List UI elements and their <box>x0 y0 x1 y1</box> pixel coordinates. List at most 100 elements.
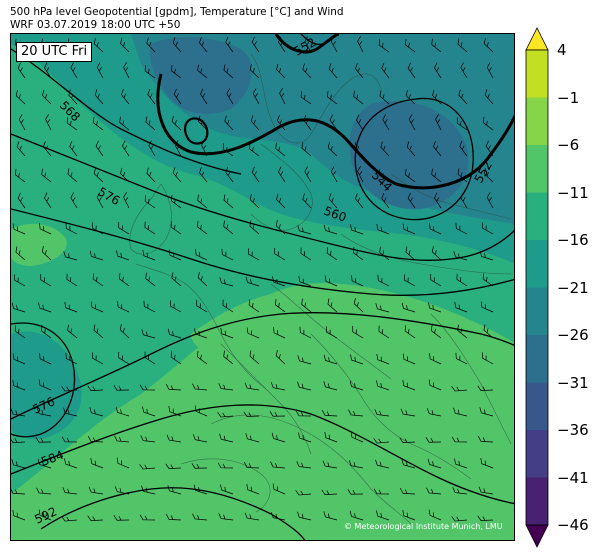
wind-barb <box>297 355 312 365</box>
wind-barb <box>194 328 208 339</box>
wind-barb <box>403 274 416 287</box>
wind-barb <box>355 193 364 209</box>
wind-barb <box>354 141 364 157</box>
wind-barb <box>88 486 104 495</box>
wind-barb <box>118 351 130 365</box>
colorbar-tick-label: −11 <box>557 183 589 202</box>
wind-barb <box>457 324 468 339</box>
wind-barb <box>275 350 286 365</box>
wind-barb <box>426 408 442 417</box>
wind-barb <box>143 300 156 313</box>
colorbar-segment <box>526 477 548 525</box>
wind-barb <box>41 168 52 183</box>
wind-barb <box>301 142 312 157</box>
wind-barb <box>295 410 312 417</box>
wind-barb <box>87 515 104 521</box>
wind-barb <box>323 354 338 365</box>
wind-barb <box>195 249 208 261</box>
wind-barb <box>270 461 286 469</box>
wind-barb <box>322 460 338 469</box>
wind-barb <box>376 510 390 521</box>
colorbar-segment <box>526 287 548 335</box>
wind-barb <box>375 459 390 469</box>
wind-barb <box>249 194 260 209</box>
wind-barb <box>168 249 182 261</box>
wind-barb <box>192 434 208 443</box>
colorbar-tick-label: −26 <box>557 326 589 344</box>
wind-barb <box>324 431 338 443</box>
wind-barb <box>481 352 494 365</box>
colorbar-tick-label: −36 <box>557 421 589 439</box>
wind-barb <box>480 457 494 469</box>
wind-barb <box>352 325 364 339</box>
wind-barb <box>142 249 156 261</box>
wind-barb <box>402 223 416 235</box>
wind-barb <box>139 464 156 470</box>
wind-barb <box>91 352 104 365</box>
wind-barb <box>148 140 156 157</box>
wind-barb <box>452 487 468 495</box>
wind-barb <box>478 486 494 495</box>
wind-barb <box>429 353 442 365</box>
wind-barb <box>15 246 26 261</box>
wind-barb <box>39 223 52 235</box>
wind-barb <box>41 324 52 339</box>
wind-barb <box>405 38 416 53</box>
wind-barb <box>248 299 260 313</box>
wind-barb <box>328 63 338 79</box>
wind-barb <box>483 324 494 339</box>
wind-barb <box>11 437 26 443</box>
wind-barb <box>165 514 182 521</box>
wind-barb <box>119 272 130 287</box>
wind-barb <box>144 65 156 79</box>
wind-barb <box>350 224 364 235</box>
wind-barb <box>13 274 26 287</box>
wind-barb <box>193 484 208 495</box>
wind-barb <box>61 386 78 392</box>
wind-barb <box>11 459 26 469</box>
wind-barb <box>453 251 468 261</box>
temp-field-warm-south <box>11 283 514 540</box>
wind-barb <box>165 384 182 391</box>
wind-barb <box>194 405 208 417</box>
colorbar-segment <box>526 50 548 98</box>
wind-barb <box>353 90 364 105</box>
wind-barb <box>225 166 234 183</box>
wind-barb <box>122 140 130 157</box>
wind-barb <box>302 193 312 209</box>
wind-barb <box>297 511 312 521</box>
wind-barb <box>431 324 442 339</box>
wind-barb <box>323 511 338 521</box>
wind-barb <box>249 64 260 79</box>
wind-barb <box>486 192 494 209</box>
wind-barb <box>43 141 52 157</box>
wind-barb <box>477 515 494 521</box>
wind-barb <box>167 328 182 339</box>
wind-barb <box>455 352 468 365</box>
wind-barb <box>171 194 182 209</box>
wind-barb <box>298 275 312 287</box>
model-run-info: WRF 03.07.2019 18:00 UTC +50 <box>10 19 181 31</box>
wind-barb <box>14 325 26 339</box>
wind-barb <box>252 88 260 105</box>
wind-barb <box>272 276 286 287</box>
wind-barb <box>223 350 234 365</box>
wind-barb <box>329 114 338 131</box>
wind-barb <box>91 222 104 235</box>
wind-barb <box>297 381 312 391</box>
wind-barb <box>170 221 182 235</box>
wind-barb <box>451 386 468 392</box>
wind-barb <box>165 463 182 469</box>
temp-field-cool-atlantic <box>11 331 82 440</box>
wind-barb <box>457 38 468 53</box>
wind-barb <box>144 221 156 235</box>
wind-barb <box>197 350 208 365</box>
wind-barb <box>327 90 338 105</box>
wind-barb <box>401 302 416 313</box>
wind-barb <box>456 273 468 287</box>
wind-barb <box>301 298 312 313</box>
wind-barb <box>273 327 286 339</box>
wind-barb <box>15 168 26 183</box>
wind-barb <box>171 116 182 131</box>
wind-barb <box>330 166 338 183</box>
